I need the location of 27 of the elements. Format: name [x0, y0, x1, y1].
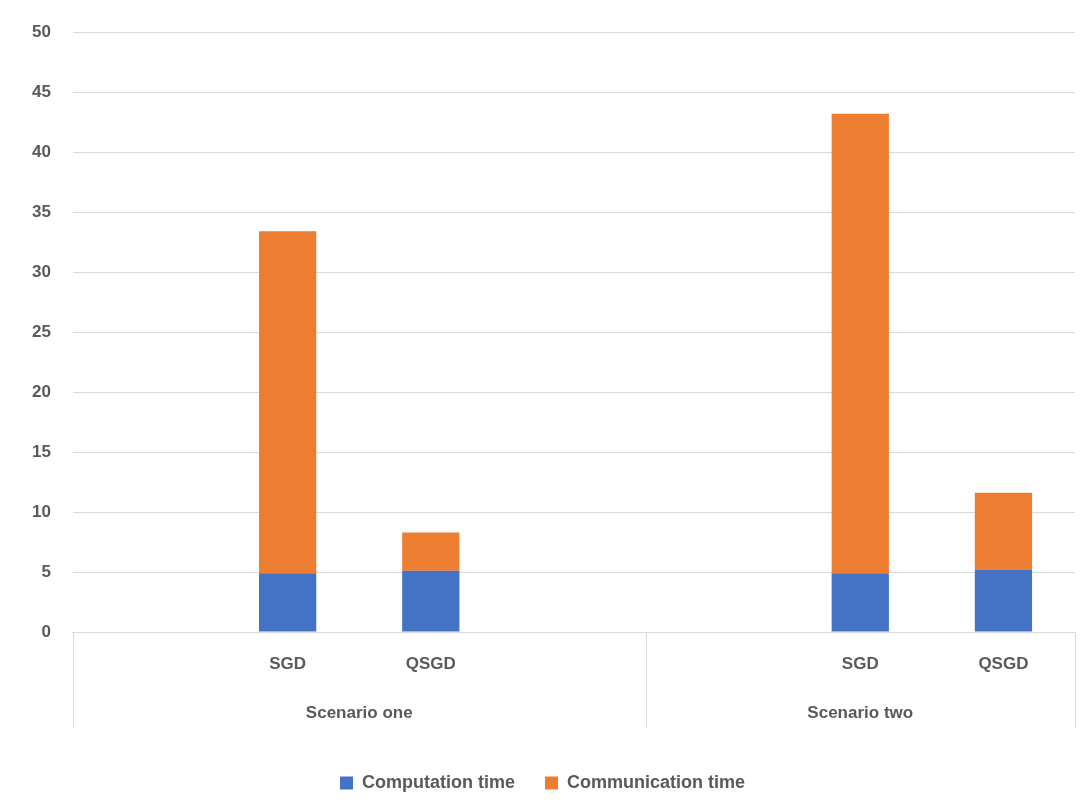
x-tick-label: QSGD — [405, 653, 456, 673]
text: Scenario two — [807, 702, 914, 722]
legend-label: Computation time — [362, 771, 515, 792]
x-tick-label: SGD — [269, 653, 307, 673]
bar — [831, 573, 889, 632]
bar — [402, 570, 460, 632]
y-tick-label: 50 — [31, 21, 51, 41]
bar — [259, 231, 317, 574]
y-tick-label: 0 — [41, 621, 51, 641]
bar — [974, 569, 1033, 632]
y-tick-label: 25 — [31, 321, 51, 341]
text: Scenario one — [305, 702, 413, 722]
legend-label: Communication time — [566, 771, 745, 792]
bar — [402, 532, 460, 571]
y-tick-label: 45 — [31, 81, 51, 101]
y-tick-label: 10 — [31, 501, 51, 521]
y-tick-label: 30 — [31, 261, 51, 281]
x-tick-label: QSGD — [978, 653, 1029, 673]
y-tick-label: 20 — [31, 381, 51, 401]
y-tick-label: 40 — [31, 141, 51, 161]
y-tick-label: 15 — [31, 441, 51, 461]
x-tick-label: SGD — [841, 653, 879, 673]
bar — [974, 492, 1033, 570]
bar — [259, 573, 317, 632]
bar — [831, 113, 889, 574]
y-tick-label: 35 — [31, 201, 51, 221]
y-tick-label: 5 — [41, 561, 51, 581]
